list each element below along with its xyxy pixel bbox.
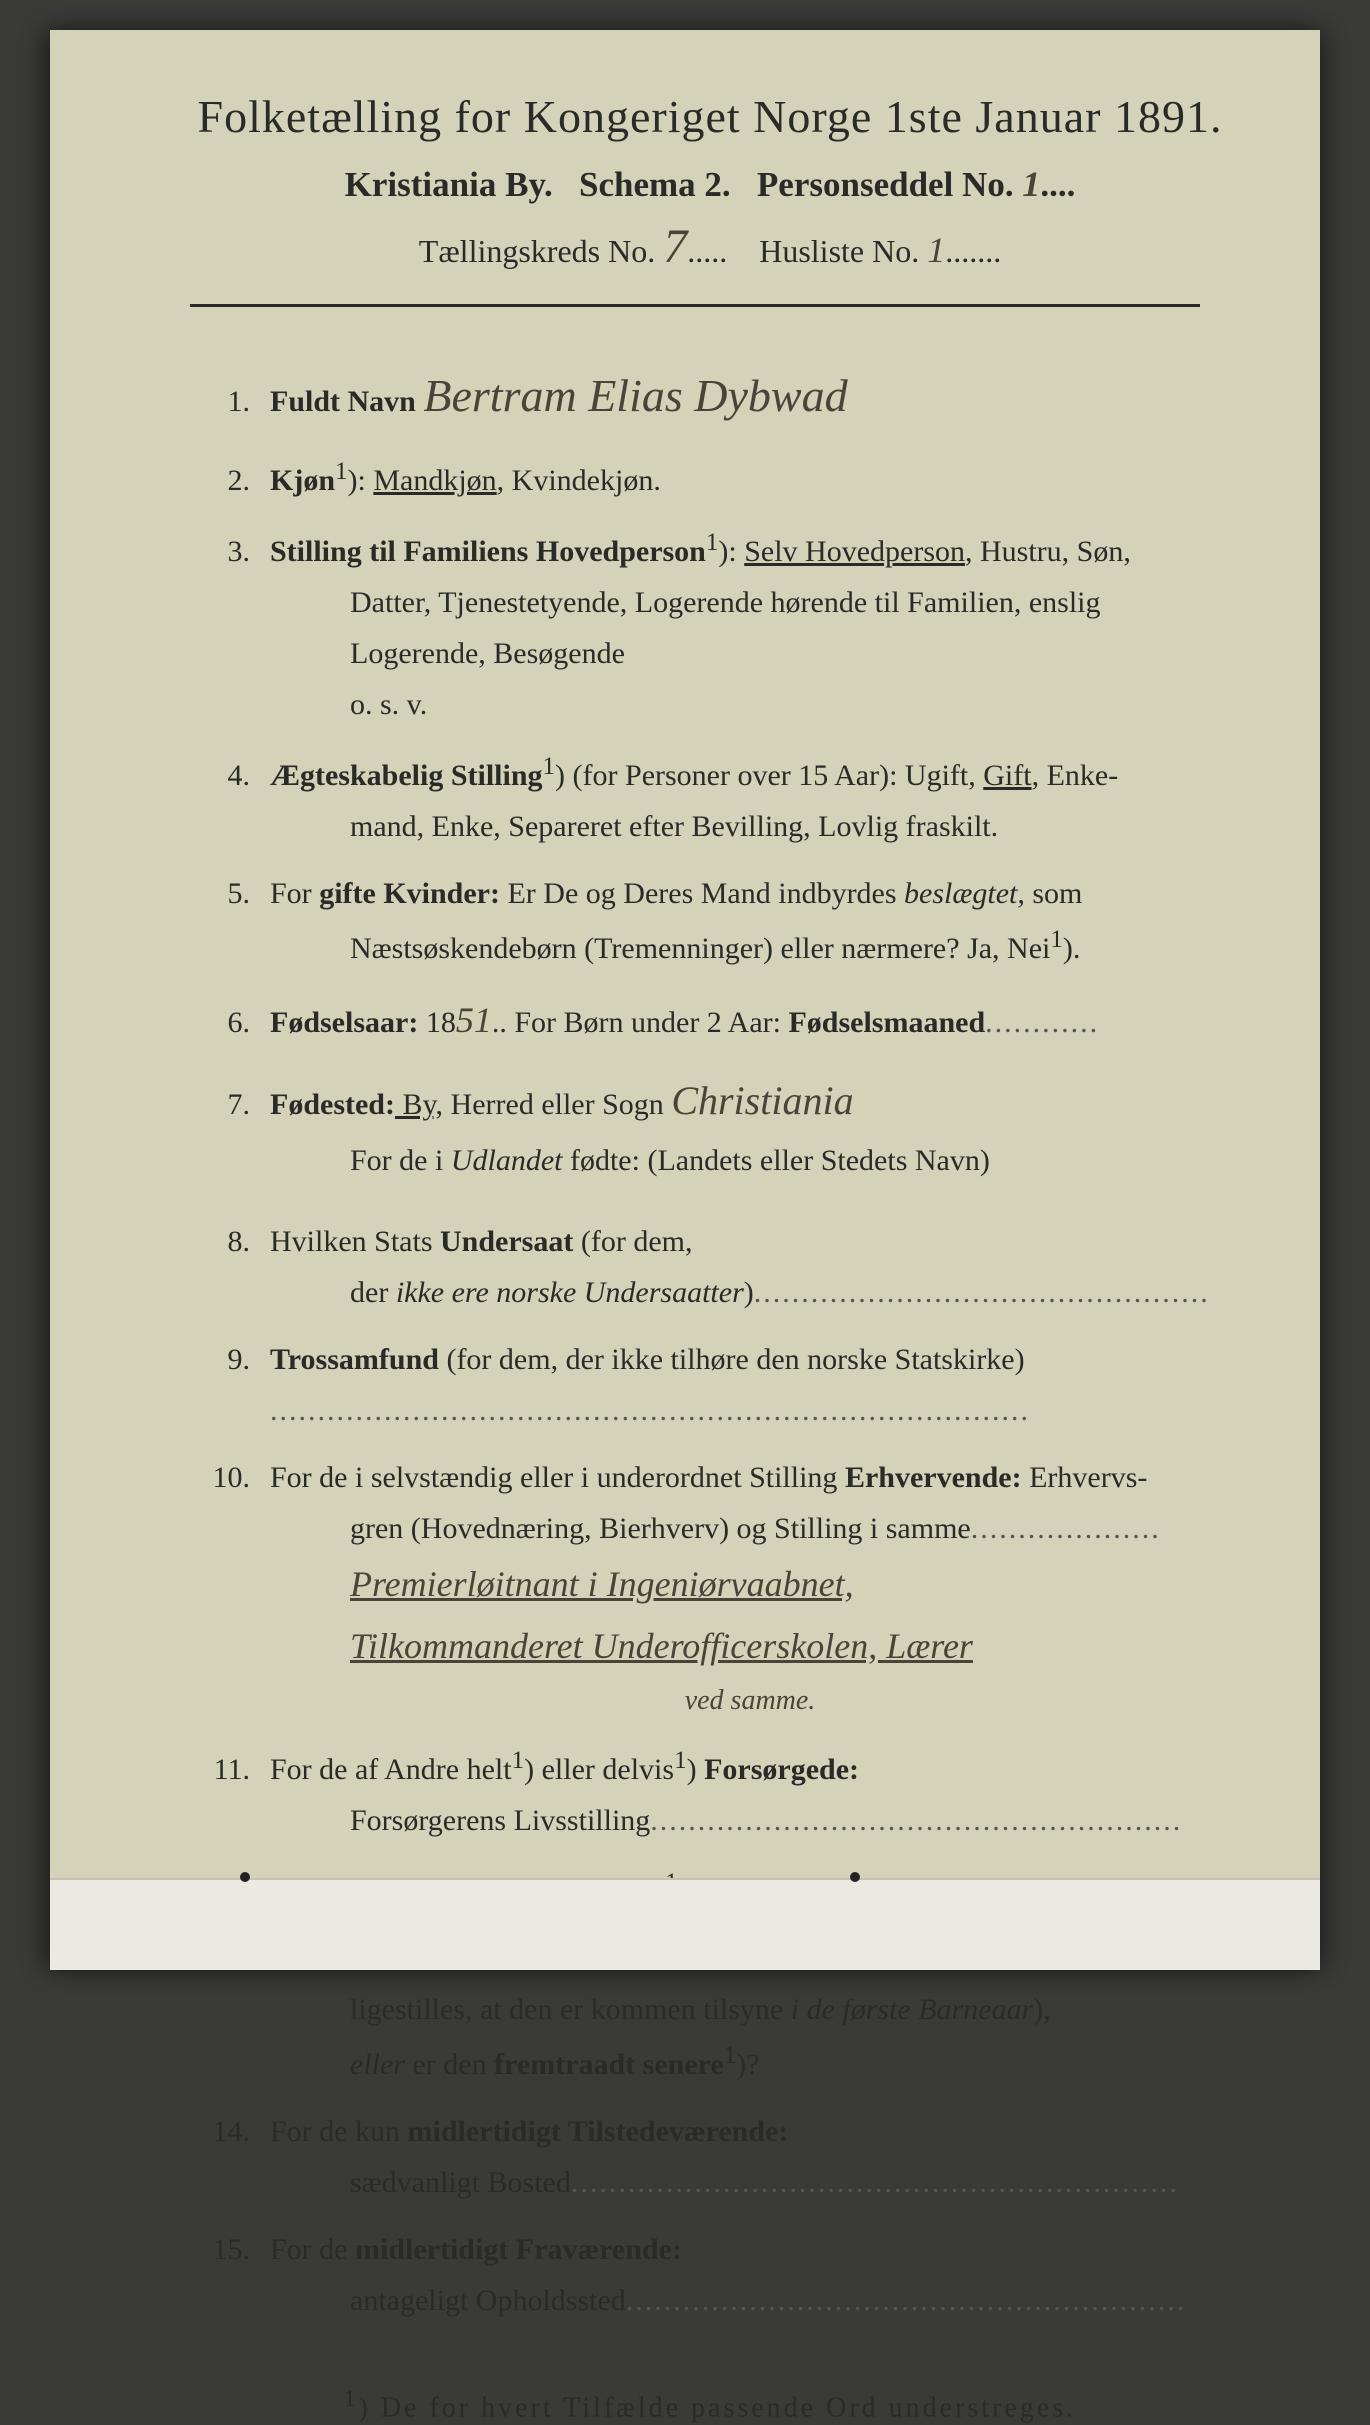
- q1-num: 1.: [190, 376, 270, 427]
- subtitle-1: Kristiania By. Schema 2. Personseddel No…: [190, 163, 1230, 205]
- page-tear: [50, 1878, 1320, 1970]
- q1-name-value: Bertram Elias Dybwad: [423, 370, 847, 421]
- q2-num: 2.: [190, 455, 270, 506]
- q6-row: 6. Fødselsaar: 1851.. For Børn under 2 A…: [190, 990, 1230, 1051]
- q11-row: 11. For de af Andre helt1) eller delvis1…: [190, 1740, 1230, 1846]
- binding-hole: [850, 1872, 860, 1882]
- q7-place-value: Christiania: [671, 1078, 853, 1123]
- q4-selected: Gift: [983, 759, 1031, 792]
- q8-num: 8.: [190, 1216, 270, 1267]
- schema-label: Schema 2.: [579, 165, 731, 204]
- q11-label: Forsørgede:: [704, 1753, 859, 1786]
- q10-occupation-2: Tilkommanderet Underofficerskolen, Lærer: [270, 1616, 1230, 1677]
- q11-num: 11.: [190, 1744, 270, 1795]
- q1-label: Fuldt Navn: [270, 385, 416, 418]
- q3-row: 3. Stilling til Familiens Hovedperson1):…: [190, 522, 1230, 730]
- q4-num: 4.: [190, 750, 270, 801]
- q9-label: Trossamfund: [270, 1343, 439, 1376]
- q14-label: midlertidigt Tilstedeværende:: [408, 2115, 789, 2148]
- q3-line2: Datter, Tjenestetyende, Logerende hørend…: [270, 577, 1230, 679]
- q15-label: midlertidigt Fraværende:: [355, 2233, 682, 2266]
- q3-line3: o. s. v.: [270, 679, 1230, 730]
- main-title: Folketælling for Kongeriget Norge 1ste J…: [190, 90, 1230, 143]
- q10-row: 10. For de i selvstændig eller i underor…: [190, 1452, 1230, 1724]
- q14-num: 14.: [190, 2106, 270, 2157]
- q3-selected: Selv Hovedperson: [744, 535, 965, 568]
- q3-label: Stilling til Familiens Hovedperson: [270, 535, 706, 568]
- q14-row: 14. For de kun midlertidigt Tilstedevære…: [190, 2106, 1230, 2208]
- q8-row: 8. Hvilken Stats Undersaat (for dem, der…: [190, 1216, 1230, 1318]
- q15-row: 15. For de midlertidigt Fraværende: anta…: [190, 2224, 1230, 2326]
- q2-label: Kjøn: [270, 464, 335, 497]
- q4-label: Ægteskabelig Stilling: [270, 759, 543, 792]
- divider: [190, 304, 1200, 307]
- q4-row: 4. Ægteskabelig Stilling1) (for Personer…: [190, 746, 1230, 852]
- q7-num: 7.: [190, 1079, 270, 1130]
- q10-label: Erhvervende:: [845, 1461, 1022, 1494]
- q6-label: Fødselsaar:: [270, 1006, 418, 1039]
- q7-row: 7. Fødested: By, Herred eller Sogn Chris…: [190, 1067, 1230, 1186]
- q3-num: 3.: [190, 526, 270, 577]
- kreds-value: 7: [663, 220, 687, 273]
- q5-num: 5.: [190, 868, 270, 919]
- subtitle-2: Tællingskreds No. 7..... Husliste No. 1.…: [190, 219, 1230, 274]
- q9-row: 9. Trossamfund (for dem, der ikke tilhør…: [190, 1334, 1230, 1436]
- binding-hole: [240, 1872, 250, 1882]
- q9-num: 9.: [190, 1334, 270, 1385]
- q1-row: 1. Fuldt Navn Bertram Elias Dybwad: [190, 357, 1230, 435]
- husliste-value: 1: [927, 230, 945, 270]
- footnote: 1) De for hvert Tilfælde passende Ord un…: [190, 2386, 1230, 2424]
- q10-num: 10.: [190, 1452, 270, 1503]
- census-form-page: Folketælling for Kongeriget Norge 1ste J…: [50, 30, 1320, 1970]
- q6-year-value: 51: [456, 1000, 492, 1040]
- q6-num: 6.: [190, 997, 270, 1048]
- husliste-label: Husliste No.: [759, 233, 919, 269]
- q10-occupation-3: ved samme.: [270, 1677, 1230, 1725]
- q5-row: 5. For gifte Kvinder: Er De og Deres Man…: [190, 868, 1230, 974]
- q10-occupation-1: Premierløitnant i Ingeniørvaabnet,: [270, 1554, 1230, 1615]
- personseddel-value: 1: [1022, 164, 1040, 204]
- personseddel-label: Personseddel No.: [757, 165, 1014, 204]
- q15-num: 15.: [190, 2224, 270, 2275]
- q7-selected: By,: [395, 1088, 443, 1121]
- kreds-label: Tællingskreds No.: [419, 233, 655, 269]
- q7-label: Fødested:: [270, 1088, 395, 1121]
- q5-label: gifte Kvinder:: [319, 877, 500, 910]
- q2-selected: Mandkjøn: [373, 464, 496, 497]
- q4-line2: mand, Enke, Separeret efter Bevilling, L…: [270, 801, 1230, 852]
- q8-label: Undersaat: [440, 1225, 573, 1258]
- city-label: Kristiania By.: [345, 165, 553, 204]
- q2-row: 2. Kjøn1): Mandkjøn, Kvindekjøn.: [190, 451, 1230, 506]
